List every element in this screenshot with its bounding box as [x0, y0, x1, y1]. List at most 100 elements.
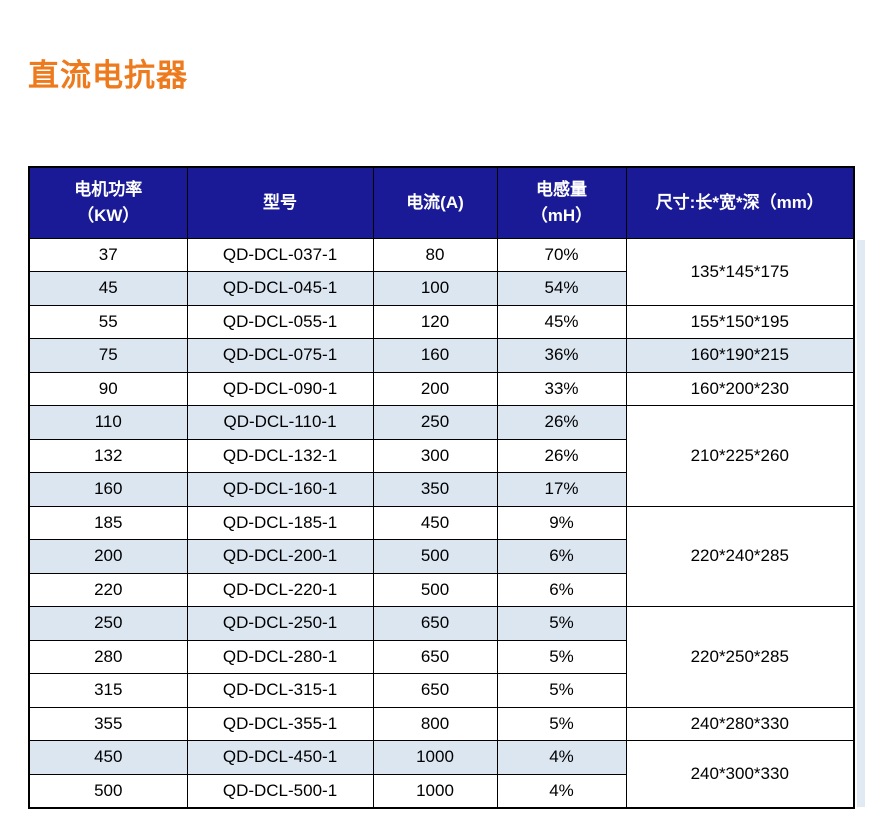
current-cell: 350	[372, 472, 498, 507]
current-cell: 650	[372, 673, 498, 708]
table-row: 450 QD-DCL-450-1 1000 4% 240*300*330	[28, 740, 855, 808]
power-cell: 185	[28, 505, 188, 540]
inductance-cell: 45%	[496, 304, 627, 339]
model-cell: QD-DCL-280-1	[186, 639, 374, 674]
size-cell: 220*240*285	[625, 505, 855, 607]
current-cell: 120	[372, 304, 498, 339]
power-cell: 500	[28, 773, 188, 808]
dc-reactor-spec-table: 电机功率 （KW） 型号 电流(A) 电感量 （mH） 尺寸:长*宽*深（mm）…	[28, 166, 855, 809]
inductance-cell: 5%	[496, 706, 627, 741]
model-cell: QD-DCL-250-1	[186, 606, 374, 641]
current-cell: 1000	[372, 773, 498, 808]
current-cell: 500	[372, 539, 498, 574]
inductance-cell: 26%	[496, 438, 627, 473]
current-cell: 650	[372, 606, 498, 641]
size-cell: 155*150*195	[625, 304, 855, 339]
table-row: 90 QD-DCL-090-1 200 33% 160*200*230	[28, 371, 855, 406]
model-cell: QD-DCL-200-1	[186, 539, 374, 574]
inductance-cell: 9%	[496, 505, 627, 540]
header-cell-inductance: 电感量 （mH）	[496, 166, 627, 239]
size-cell: 210*225*260	[625, 405, 855, 507]
inductance-cell: 5%	[496, 673, 627, 708]
table-row: 75 QD-DCL-075-1 160 36% 160*190*215	[28, 338, 855, 373]
header-cell-motor-power: 电机功率 （KW）	[28, 166, 188, 239]
table-row: 55 QD-DCL-055-1 120 45% 155*150*195	[28, 304, 855, 339]
inductance-cell: 4%	[496, 773, 627, 808]
model-cell: QD-DCL-185-1	[186, 505, 374, 540]
size-cell: 135*145*175	[625, 237, 855, 306]
table-row: 220 QD-DCL-220-1 500 6%	[28, 572, 854, 607]
power-cell: 280	[28, 639, 188, 674]
header-row: 电机功率 （KW） 型号 电流(A) 电感量 （mH） 尺寸:长*宽*深（mm）	[28, 166, 855, 239]
inductance-cell: 17%	[496, 472, 627, 507]
header-cell-current: 电流(A)	[372, 166, 498, 239]
table-row: 160 QD-DCL-160-1 350 17%	[28, 472, 854, 507]
current-cell: 160	[372, 338, 498, 373]
table-row: 280 QD-DCL-280-1 650 5%	[28, 639, 854, 674]
inductance-cell: 6%	[496, 572, 627, 607]
current-cell: 200	[372, 371, 498, 406]
model-cell: QD-DCL-075-1	[186, 338, 374, 373]
inductance-cell: 5%	[496, 606, 627, 641]
current-cell: 100	[372, 271, 498, 306]
table-body: 37 QD-DCL-037-1 80 70% 135*145*175 45 QD-DCL-0…	[28, 237, 855, 808]
header-cell-model: 型号	[186, 166, 374, 239]
table-row: 185 QD-DCL-185-1 450 9% 220*240*285	[28, 505, 855, 607]
page-title: 直流电抗器	[28, 58, 188, 93]
current-cell: 650	[372, 639, 498, 674]
inductance-cell: 36%	[496, 338, 627, 373]
clipped-column-sliver	[857, 240, 865, 807]
power-cell: 90	[28, 371, 188, 406]
model-cell: QD-DCL-090-1	[186, 371, 374, 406]
current-cell: 450	[372, 505, 498, 540]
model-cell: QD-DCL-220-1	[186, 572, 374, 607]
power-cell: 55	[28, 304, 188, 339]
table-row: 500 QD-DCL-500-1 1000 4%	[28, 773, 854, 808]
table-row: 200 QD-DCL-200-1 500 6%	[28, 539, 854, 574]
model-cell: QD-DCL-315-1	[186, 673, 374, 708]
power-cell: 75	[28, 338, 188, 373]
size-cell: 220*250*285	[625, 606, 855, 708]
model-cell: QD-DCL-500-1	[186, 773, 374, 808]
header-cell-dimensions: 尺寸:长*宽*深（mm）	[625, 166, 855, 239]
table-row: 45 QD-DCL-045-1 100 54%	[28, 271, 854, 306]
model-cell: QD-DCL-132-1	[186, 438, 374, 473]
current-cell: 80	[372, 237, 498, 272]
spec-table-container: 电机功率 （KW） 型号 电流(A) 电感量 （mH） 尺寸:长*宽*深（mm）…	[28, 166, 855, 809]
power-cell: 315	[28, 673, 188, 708]
table-header: 电机功率 （KW） 型号 电流(A) 电感量 （mH） 尺寸:长*宽*深（mm）	[28, 166, 855, 239]
inductance-cell: 54%	[496, 271, 627, 306]
inductance-cell: 70%	[496, 237, 627, 272]
inductance-cell: 33%	[496, 371, 627, 406]
current-cell: 300	[372, 438, 498, 473]
inductance-cell: 6%	[496, 539, 627, 574]
size-cell: 160*200*230	[625, 371, 855, 406]
model-cell: QD-DCL-110-1	[186, 405, 374, 440]
table-row: 37 QD-DCL-037-1 80 70% 135*145*175	[28, 237, 855, 306]
power-cell: 220	[28, 572, 188, 607]
power-cell: 200	[28, 539, 188, 574]
table-row: 250 QD-DCL-250-1 650 5% 220*250*285	[28, 606, 855, 708]
power-cell: 450	[28, 740, 188, 775]
power-cell: 45	[28, 271, 188, 306]
model-cell: QD-DCL-055-1	[186, 304, 374, 339]
inductance-cell: 5%	[496, 639, 627, 674]
power-cell: 110	[28, 405, 188, 440]
size-cell: 160*190*215	[625, 338, 855, 373]
table-row: 132 QD-DCL-132-1 300 26%	[28, 438, 854, 473]
table-row: 315 QD-DCL-315-1 650 5%	[28, 673, 854, 708]
current-cell: 250	[372, 405, 498, 440]
power-cell: 355	[28, 706, 188, 741]
power-cell: 250	[28, 606, 188, 641]
model-cell: QD-DCL-045-1	[186, 271, 374, 306]
table-row: 110 QD-DCL-110-1 250 26% 210*225*260	[28, 405, 855, 507]
inductance-cell: 4%	[496, 740, 627, 775]
current-cell: 1000	[372, 740, 498, 775]
power-cell: 132	[28, 438, 188, 473]
table-row: 355 QD-DCL-355-1 800 5% 240*280*330	[28, 706, 855, 741]
model-cell: QD-DCL-355-1	[186, 706, 374, 741]
current-cell: 800	[372, 706, 498, 741]
size-cell: 240*280*330	[625, 706, 855, 741]
model-cell: QD-DCL-450-1	[186, 740, 374, 775]
power-cell: 37	[28, 237, 188, 272]
